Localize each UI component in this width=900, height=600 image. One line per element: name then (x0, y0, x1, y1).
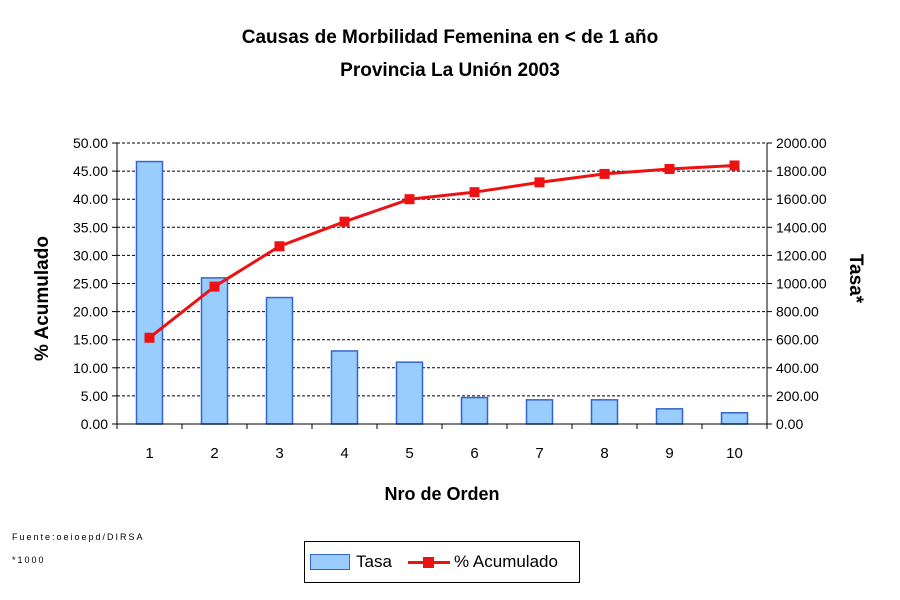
bar-tasa (395, 361, 424, 425)
bar-tasa (330, 350, 359, 425)
x-tick-label: 5 (405, 445, 413, 462)
right-tick-label: 400.00 (776, 360, 819, 376)
left-tick-label: 35.00 (73, 219, 108, 235)
source-note: Fuente:oeioepd/DIRSA (12, 532, 145, 542)
right-tick-label: 200.00 (776, 388, 819, 404)
bar-tasa (655, 408, 684, 425)
point-acumulado (599, 168, 610, 179)
left-tick-label: 40.00 (73, 191, 108, 207)
legend-label-tasa: Tasa (356, 552, 392, 571)
right-tick-label: 1400.00 (776, 219, 827, 235)
left-tick-label: 50.00 (73, 135, 108, 151)
right-tick-label: 0.00 (776, 416, 803, 432)
right-tick-label: 2000.00 (776, 135, 827, 151)
bar-tasa (590, 399, 619, 425)
point-acumulado (274, 241, 285, 252)
bar-tasa (135, 160, 164, 425)
x-tick-label: 8 (600, 445, 608, 462)
point-acumulado (404, 194, 415, 205)
bar-tasa (265, 296, 294, 425)
x-tick-label: 3 (275, 445, 283, 462)
x-tick-label: 2 (210, 445, 218, 462)
left-tick-label: 30.00 (73, 247, 108, 263)
x-tick-label: 1 (145, 445, 153, 462)
y-axis-title-left: % Acumulado (32, 236, 53, 361)
legend: Tasa % Acumulado (304, 541, 580, 583)
x-tick-label: 9 (665, 445, 673, 462)
bar-tasa (460, 396, 489, 425)
point-acumulado (729, 160, 740, 171)
legend-item-tasa: Tasa (310, 542, 392, 582)
bar-tasa (200, 277, 229, 425)
bar-tasa (525, 399, 554, 425)
point-acumulado (664, 163, 675, 174)
x-tick-label: 10 (726, 445, 743, 462)
x-tick-label: 6 (470, 445, 478, 462)
right-tick-label: 1000.00 (776, 276, 827, 292)
left-tick-label: 45.00 (73, 163, 108, 179)
point-acumulado (469, 187, 480, 198)
left-tick-label: 0.00 (81, 416, 108, 432)
right-tick-label: 1600.00 (776, 191, 827, 207)
left-tick-label: 15.00 (73, 332, 108, 348)
x-tick-label: 7 (535, 445, 543, 462)
x-tick-label: 4 (340, 445, 348, 462)
legend-line-acumulado (408, 555, 450, 569)
x-axis-title: Nro de Orden (384, 484, 499, 504)
chart-subtitle: Provincia La Unión 2003 (340, 60, 560, 81)
right-tick-label: 1200.00 (776, 247, 827, 263)
point-acumulado (534, 177, 545, 188)
left-tick-label: 20.00 (73, 304, 108, 320)
point-acumulado (144, 332, 155, 343)
footnote: *1000 (12, 555, 46, 565)
legend-swatch-tasa (310, 554, 350, 570)
y-axis-title-right: Tasa* (845, 254, 866, 304)
legend-item-acumulado: % Acumulado (408, 542, 558, 582)
point-acumulado (339, 216, 350, 227)
line-acumulado (148, 163, 735, 339)
right-tick-label: 1800.00 (776, 163, 827, 179)
bar-tasa (720, 412, 749, 425)
left-tick-label: 5.00 (81, 388, 108, 404)
right-tick-label: 600.00 (776, 332, 819, 348)
legend-label-acumulado: % Acumulado (454, 552, 558, 571)
right-tick-label: 800.00 (776, 304, 819, 320)
point-acumulado (209, 281, 220, 292)
left-tick-label: 25.00 (73, 276, 108, 292)
left-tick-label: 10.00 (73, 360, 108, 376)
chart-title: Causas de Morbilidad Femenina en < de 1 … (241, 27, 659, 48)
